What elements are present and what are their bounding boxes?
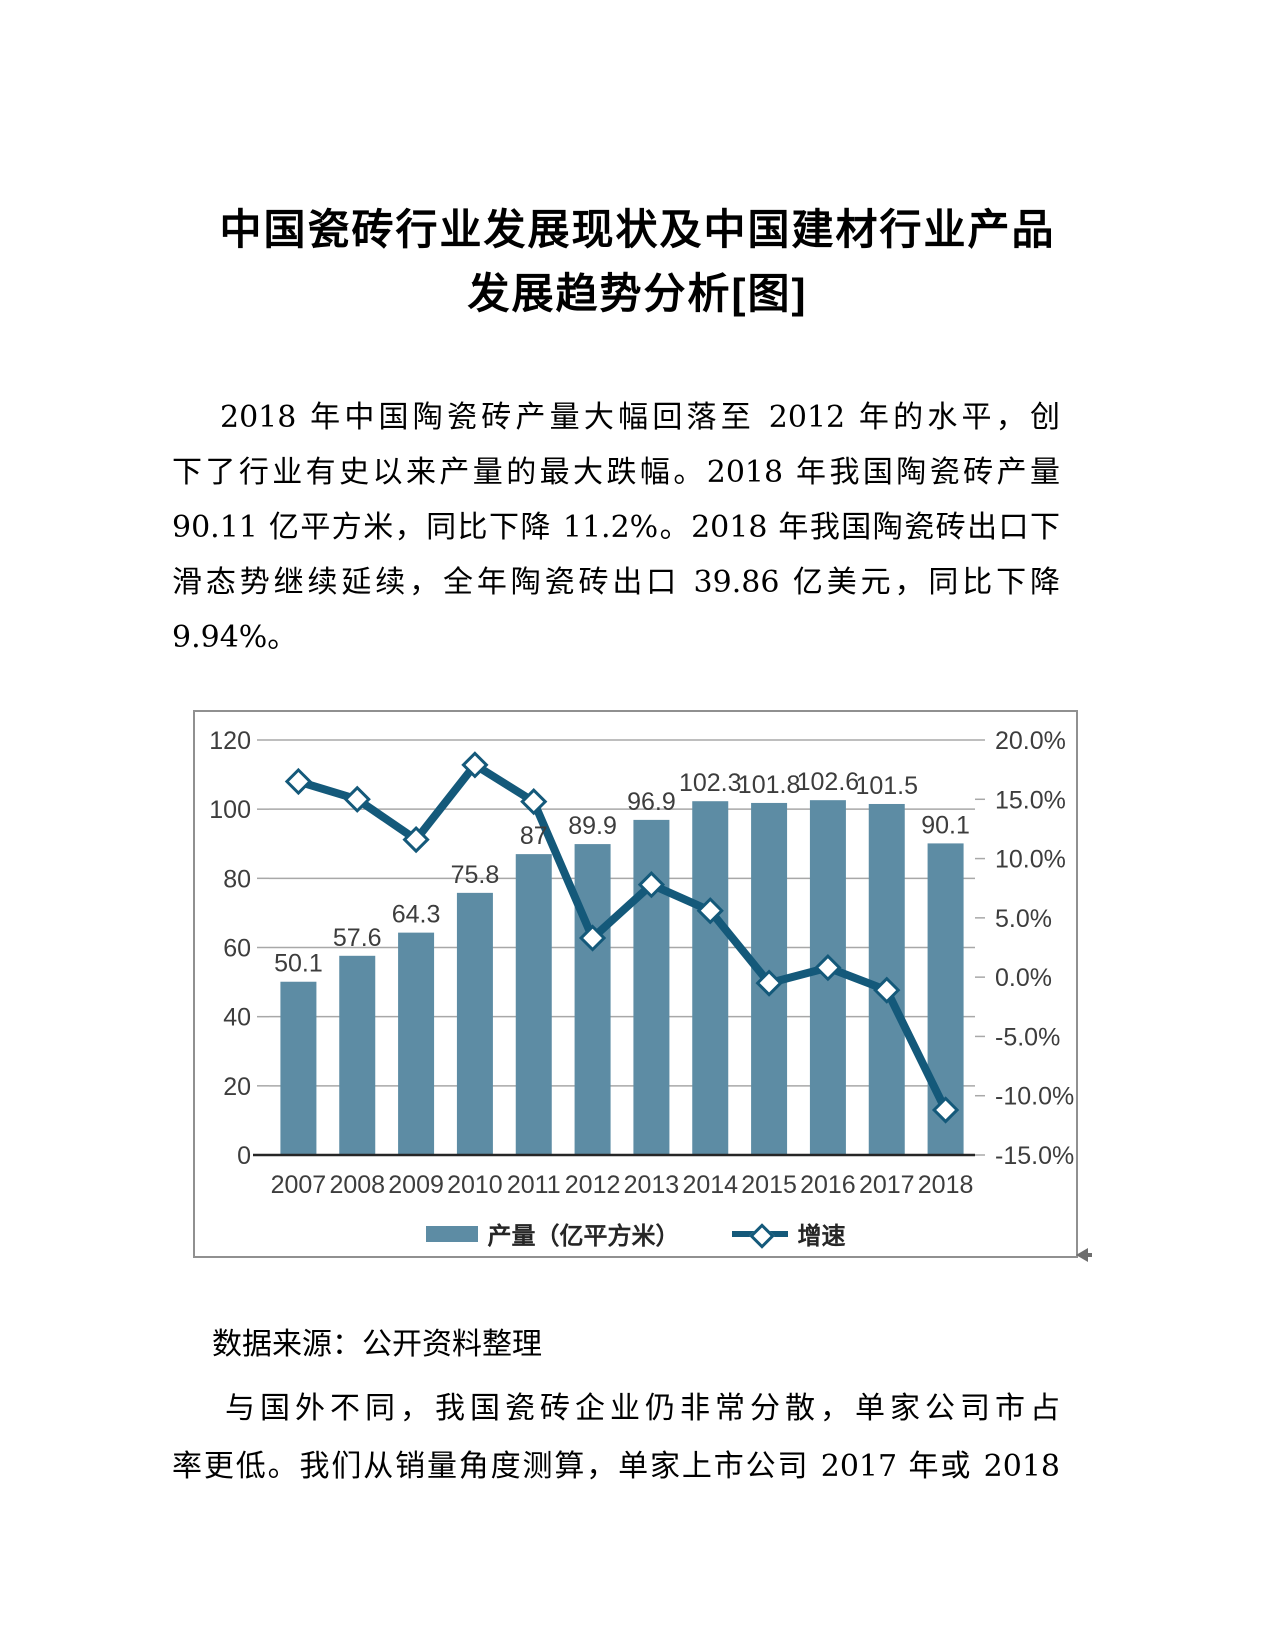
x-axis-year-label: 2015 <box>741 1171 797 1199</box>
x-axis-year-label: 2014 <box>682 1171 738 1199</box>
right-axis-label: 10.0% <box>995 846 1066 874</box>
legend-bar-swatch-icon <box>425 1225 478 1242</box>
diamond-marker-2018 <box>931 1096 960 1124</box>
x-axis-year-label: 2013 <box>624 1171 680 1199</box>
x-axis-year-label: 2008 <box>329 1171 385 1199</box>
diamond-marker-2009 <box>402 825 430 854</box>
bar-value-label: 102.6 <box>797 768 860 796</box>
paragraph-1: 2018 年中国陶瓷砖产量大幅回落至 2012 年的水平，创 下了行业有史以来产… <box>172 390 1060 665</box>
diamond-marker-2011 <box>520 788 548 816</box>
bar-value-label: 75.8 <box>451 861 500 889</box>
left-axis-label: 120 <box>209 727 251 755</box>
x-axis-year-label: 2011 <box>507 1171 561 1199</box>
bar-2008 <box>339 955 376 1155</box>
bar-value-label: 102.3 <box>679 769 742 797</box>
bar-value-label: 90.1 <box>921 811 970 839</box>
paragraph-2-line: 率更低。我们从销量角度测算，单家上市公司 2017 年或 2018 <box>172 1449 1060 1484</box>
source-note: 数据来源：公开资料整理 <box>172 1317 1060 1372</box>
left-axis-label: 20 <box>223 1073 251 1101</box>
legend-line-label: 增速 <box>797 1223 846 1250</box>
legend-line-swatch-icon <box>731 1222 788 1249</box>
resize-anchor-icon <box>1076 1248 1088 1262</box>
x-axis-year-label: 2018 <box>918 1171 974 1199</box>
bar-value-label: 57.6 <box>333 924 382 952</box>
chart-legend: 产量（亿平方米） 增速 <box>195 1216 1076 1251</box>
bar-2010 <box>456 892 493 1155</box>
legend-bar-label: 产量（亿平方米） <box>487 1223 680 1250</box>
x-axis-year-label: 2017 <box>859 1171 915 1199</box>
bar-2009 <box>398 932 435 1155</box>
bar-value-label: 101.5 <box>855 772 918 800</box>
paragraph-2: 与国外不同，我国瓷砖企业仍非常分散，单家公司市占 率更低。我们从销量角度测算，单… <box>172 1380 1060 1496</box>
bar-2012 <box>574 844 611 1155</box>
left-axis-label: 60 <box>223 935 251 963</box>
left-axis-label: 40 <box>223 1004 251 1032</box>
page-title: 中国瓷砖行业发展现状及中国建材行业产品 发展趋势分析[图] <box>0 198 1275 326</box>
bar-2013 <box>633 819 670 1155</box>
right-axis-label: -15.0% <box>995 1142 1074 1170</box>
right-axis-label: 5.0% <box>995 905 1052 933</box>
legend-item-growth: 增速 <box>731 1216 846 1251</box>
paragraph-1-line: 滑态势继续延续，全年陶瓷砖出口 39.86 亿美元，同比下降 <box>172 565 1060 600</box>
x-axis-year-label: 2010 <box>447 1171 503 1199</box>
diamond-marker-2008 <box>343 785 371 813</box>
bar-value-label: 89.9 <box>568 812 617 840</box>
right-axis-label: -5.0% <box>995 1023 1060 1051</box>
paragraph-2-line: 与国外不同，我国瓷砖企业仍非常分散，单家公司市占 <box>225 1391 1060 1426</box>
legend-diamond-marker-icon <box>748 1222 775 1249</box>
source-note-text: 数据来源：公开资料整理 <box>212 1327 542 1362</box>
bar-value-label: 50.1 <box>274 950 323 978</box>
left-axis-label: 0 <box>237 1142 251 1170</box>
bar-2007 <box>280 981 317 1155</box>
diamond-marker-2007 <box>284 767 313 796</box>
page-title-line-2: 发展趋势分析[图] <box>467 270 808 317</box>
bar-2011 <box>515 854 552 1155</box>
diamond-marker-2017 <box>873 976 901 1004</box>
legend-item-production: 产量（亿平方米） <box>425 1216 680 1251</box>
paragraph-1-line: 9.94%。 <box>172 620 298 655</box>
right-axis-label: 0.0% <box>995 964 1052 992</box>
growth-line <box>297 760 950 1112</box>
x-axis-year-label: 2012 <box>565 1171 621 1199</box>
right-axis-label: 20.0% <box>995 727 1066 755</box>
diamond-marker-2010 <box>461 751 489 779</box>
x-axis-year-label: 2016 <box>800 1171 856 1199</box>
diamond-marker-2016 <box>814 954 842 982</box>
diamond-marker-2012 <box>578 924 607 952</box>
chart: 0 20 40 60 80 100 120 20.0% 15.0% 10.0% 5.0% 0.0% -5… <box>193 710 1092 1262</box>
paragraph-1-line: 2018 年中国陶瓷砖产量大幅回落至 2012 年的水平，创 <box>220 400 1060 435</box>
bar-value-label: 87 <box>520 822 548 850</box>
bar-value-label: 101.8 <box>738 771 801 799</box>
left-axis-label: 80 <box>223 865 251 893</box>
diamond-marker-2015 <box>755 969 783 997</box>
x-axis-year-label: 2007 <box>271 1171 327 1199</box>
left-axis-label: 100 <box>209 796 251 824</box>
paragraph-1-line: 90.11 亿平方米，同比下降 11.2%。2018 年我国陶瓷砖出口下 <box>172 510 1060 545</box>
bar-value-label: 96.9 <box>627 788 676 816</box>
x-axis-year-label: 2009 <box>388 1171 444 1199</box>
page-title-line-1: 中国瓷砖行业发展现状及中国建材行业产品 <box>219 206 1056 253</box>
diamond-marker-2013 <box>637 871 666 899</box>
right-axis-label: -10.0% <box>995 1083 1074 1111</box>
resize-anchor-tail-icon <box>1084 1253 1092 1257</box>
bar-value-label: 64.3 <box>392 901 441 929</box>
right-axis-label: 15.0% <box>995 786 1066 814</box>
bar-2014 <box>692 801 729 1155</box>
paragraph-1-line: 下了行业有史以来产量的最大跌幅。2018 年我国陶瓷砖产量 <box>172 455 1060 490</box>
diamond-marker-2014 <box>696 897 724 925</box>
chart-svg: 0 20 40 60 80 100 120 20.0% 15.0% 10.0% 5.0% 0.0% -5… <box>209 727 1074 1199</box>
